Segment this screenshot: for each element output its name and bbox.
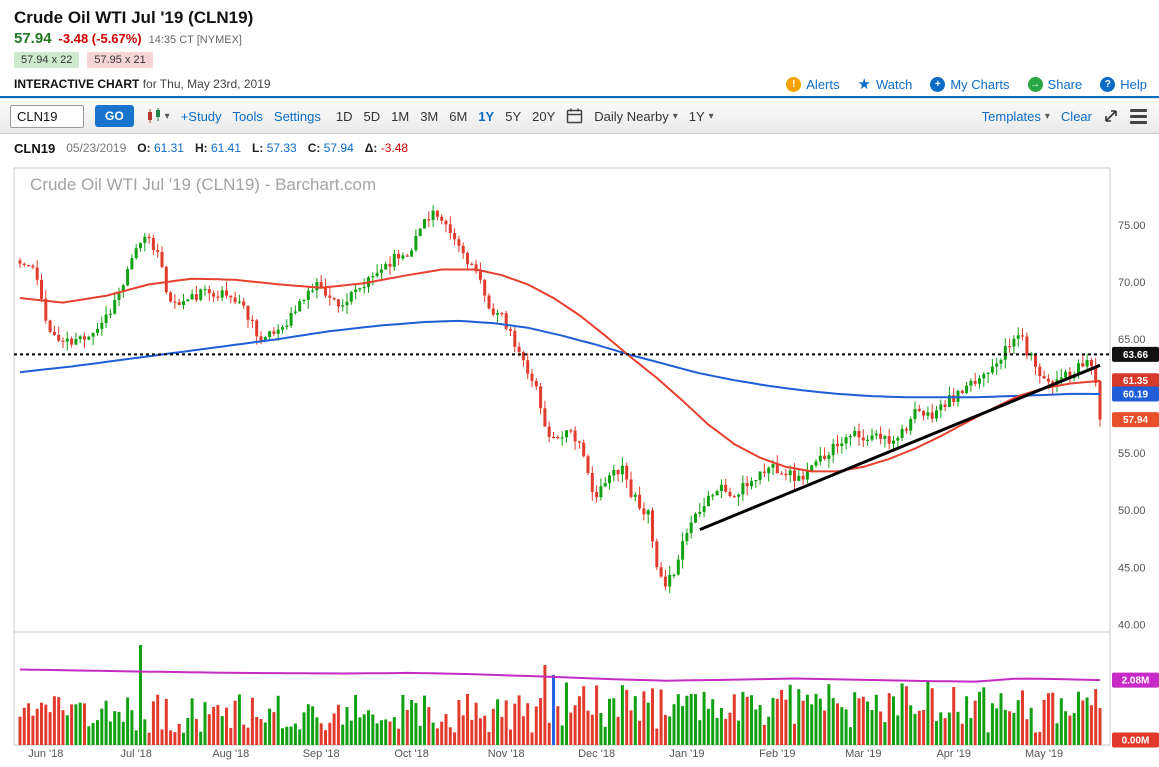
low-value: 57.33	[266, 141, 297, 155]
svg-text:57.94: 57.94	[1123, 415, 1148, 426]
svg-text:Dec '18: Dec '18	[578, 748, 615, 760]
alert-icon: !	[786, 76, 802, 92]
chevron-down-icon: ▾	[164, 110, 170, 122]
svg-text:61.35: 61.35	[1123, 376, 1148, 387]
svg-text:Feb '19: Feb '19	[759, 748, 795, 760]
period-6m[interactable]: 6M	[449, 108, 468, 124]
svg-text:70.00: 70.00	[1118, 277, 1146, 289]
help-link[interactable]: ? Help	[1100, 76, 1147, 92]
svg-text:45.00: 45.00	[1118, 562, 1146, 574]
go-button[interactable]: GO	[95, 105, 134, 127]
share-label: Share	[1047, 76, 1083, 92]
watch-link[interactable]: ★ Watch	[858, 77, 913, 92]
svg-text:0.00M: 0.00M	[1122, 736, 1150, 747]
chevron-down-icon: ▾	[708, 110, 714, 122]
svg-text:63.66: 63.66	[1123, 350, 1148, 361]
chevron-down-icon: ▾	[672, 110, 678, 122]
frequency-label: Daily Nearby	[594, 108, 669, 124]
svg-text:2.08M: 2.08M	[1122, 676, 1150, 687]
low-field: L: 57.33	[252, 141, 297, 155]
my-charts-label: My Charts	[950, 76, 1010, 92]
quote-summary: 57.94 -3.48 (-5.67%) 14:35 CT [NYMEX]	[0, 30, 1159, 48]
alerts-link[interactable]: ! Alerts	[786, 76, 840, 92]
quote-symbol: CLN19	[14, 140, 56, 156]
bid-ask-row: 57.94 x 22 57.95 x 21	[0, 48, 1159, 72]
quote-bar: CLN19 05/23/2019 O: 61.31 H: 61.41 L: 57…	[0, 134, 1159, 162]
symbol-input[interactable]	[10, 104, 84, 128]
breadcrumb: INTERACTIVE CHART for Thu, May 23rd, 201…	[14, 77, 271, 91]
svg-text:Jan '19: Jan '19	[669, 748, 704, 760]
high-field: H: 61.41	[194, 141, 242, 155]
period-20y[interactable]: 20Y	[532, 108, 556, 124]
header-links: ! Alerts ★ Watch + My Charts → Share ? H…	[786, 76, 1147, 92]
svg-text:Jul '18: Jul '18	[120, 748, 151, 760]
svg-text:Nov '18: Nov '18	[488, 748, 525, 760]
price-chart[interactable]: Crude Oil WTI Jul '19 (CLN19) - Barchart…	[0, 162, 1159, 767]
svg-text:Jun '18: Jun '18	[28, 748, 63, 760]
templates-label: Templates	[981, 108, 1041, 124]
candlestick-type-icon	[147, 108, 160, 123]
high-value: 61.41	[210, 141, 242, 155]
alerts-label: Alerts	[806, 76, 840, 92]
watch-label: Watch	[875, 76, 913, 92]
menu-icon[interactable]	[1130, 108, 1147, 124]
period-3m[interactable]: 3M	[420, 108, 439, 124]
period-1d[interactable]: 1D	[335, 108, 353, 124]
svg-text:Sep '18: Sep '18	[303, 748, 340, 760]
period-1m[interactable]: 1M	[391, 108, 410, 124]
share-icon: →	[1027, 76, 1043, 92]
svg-text:40.00: 40.00	[1118, 619, 1146, 631]
svg-text:55.00: 55.00	[1118, 448, 1146, 460]
settings-button[interactable]: Settings	[273, 108, 321, 124]
study-button[interactable]: +Study	[180, 108, 222, 124]
open-value: 61.31	[153, 141, 184, 155]
chart-toolbar: GO ▾ +Study Tools Settings 1D 5D 1M 3M 6…	[0, 98, 1159, 134]
period-5d[interactable]: 5D	[363, 108, 381, 124]
period-buttons: 1D 5D 1M 3M 6M 1Y 5Y 20Y	[336, 109, 555, 124]
star-icon: ★	[857, 75, 871, 93]
range-dropdown[interactable]: 1Y ▾	[689, 109, 714, 124]
svg-text:Mar '19: Mar '19	[845, 748, 881, 760]
bid-badge: 57.94 x 22	[14, 52, 80, 68]
clear-button[interactable]: Clear	[1060, 108, 1092, 124]
tools-button[interactable]: Tools	[232, 108, 263, 124]
svg-text:Aug '18: Aug '18	[212, 748, 249, 760]
frequency-dropdown[interactable]: Daily Nearby ▾	[594, 109, 677, 124]
svg-text:Oct '18: Oct '18	[394, 748, 429, 760]
open-field: O: 61.31	[137, 141, 184, 155]
chart-type-dropdown[interactable]: ▾	[145, 108, 170, 124]
my-charts-icon: +	[930, 76, 946, 92]
svg-text:Crude Oil WTI Jul '19 (CLN19): Crude Oil WTI Jul '19 (CLN19) - Barchart…	[30, 175, 376, 194]
section-subtitle: for Thu, May 23rd, 2019	[142, 77, 271, 91]
svg-text:60.19: 60.19	[1123, 390, 1148, 401]
svg-text:Apr '19: Apr '19	[936, 748, 971, 760]
close-field: C: 57.94	[307, 141, 354, 155]
chevron-down-icon: ▾	[1044, 110, 1050, 122]
svg-text:50.00: 50.00	[1118, 505, 1146, 517]
svg-text:May '19: May '19	[1025, 748, 1063, 760]
help-label: Help	[1120, 76, 1147, 92]
range-label: 1Y	[688, 108, 705, 124]
price-change: -3.48 (-5.67%)	[58, 31, 142, 46]
fullscreen-icon[interactable]	[1103, 108, 1119, 124]
section-title: INTERACTIVE CHART	[14, 77, 140, 91]
change-value: -3.48	[380, 141, 409, 155]
ask-badge: 57.95 x 21	[87, 52, 153, 68]
calendar-icon[interactable]	[566, 108, 583, 124]
my-charts-link[interactable]: + My Charts	[930, 76, 1010, 92]
share-link[interactable]: → Share	[1027, 76, 1083, 92]
close-value: 57.94	[323, 141, 354, 155]
period-1y[interactable]: 1Y	[478, 108, 495, 124]
page-title: Crude Oil WTI Jul '19 (CLN19)	[14, 8, 254, 27]
last-price: 57.94	[14, 30, 52, 47]
change-field: Δ: -3.48	[364, 141, 409, 155]
period-5y[interactable]: 5Y	[505, 108, 522, 124]
quote-time: 14:35 CT [NYMEX]	[148, 34, 242, 46]
quote-date: 05/23/2019	[66, 141, 127, 155]
svg-text:65.00: 65.00	[1118, 334, 1146, 346]
help-icon: ?	[1100, 76, 1116, 92]
templates-dropdown[interactable]: Templates ▾	[982, 109, 1050, 124]
section-header-row: INTERACTIVE CHART for Thu, May 23rd, 201…	[0, 72, 1159, 98]
svg-text:75.00: 75.00	[1118, 220, 1146, 232]
